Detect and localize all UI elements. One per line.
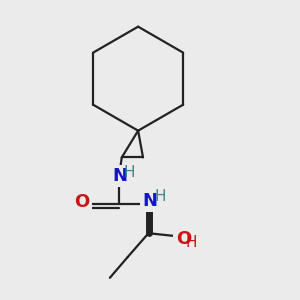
Text: N: N [113,167,128,185]
Text: O: O [176,230,191,247]
Text: H: H [123,165,135,180]
Text: N: N [142,192,158,210]
Text: H: H [154,189,166,204]
Text: H: H [185,235,197,250]
Text: O: O [75,193,90,211]
